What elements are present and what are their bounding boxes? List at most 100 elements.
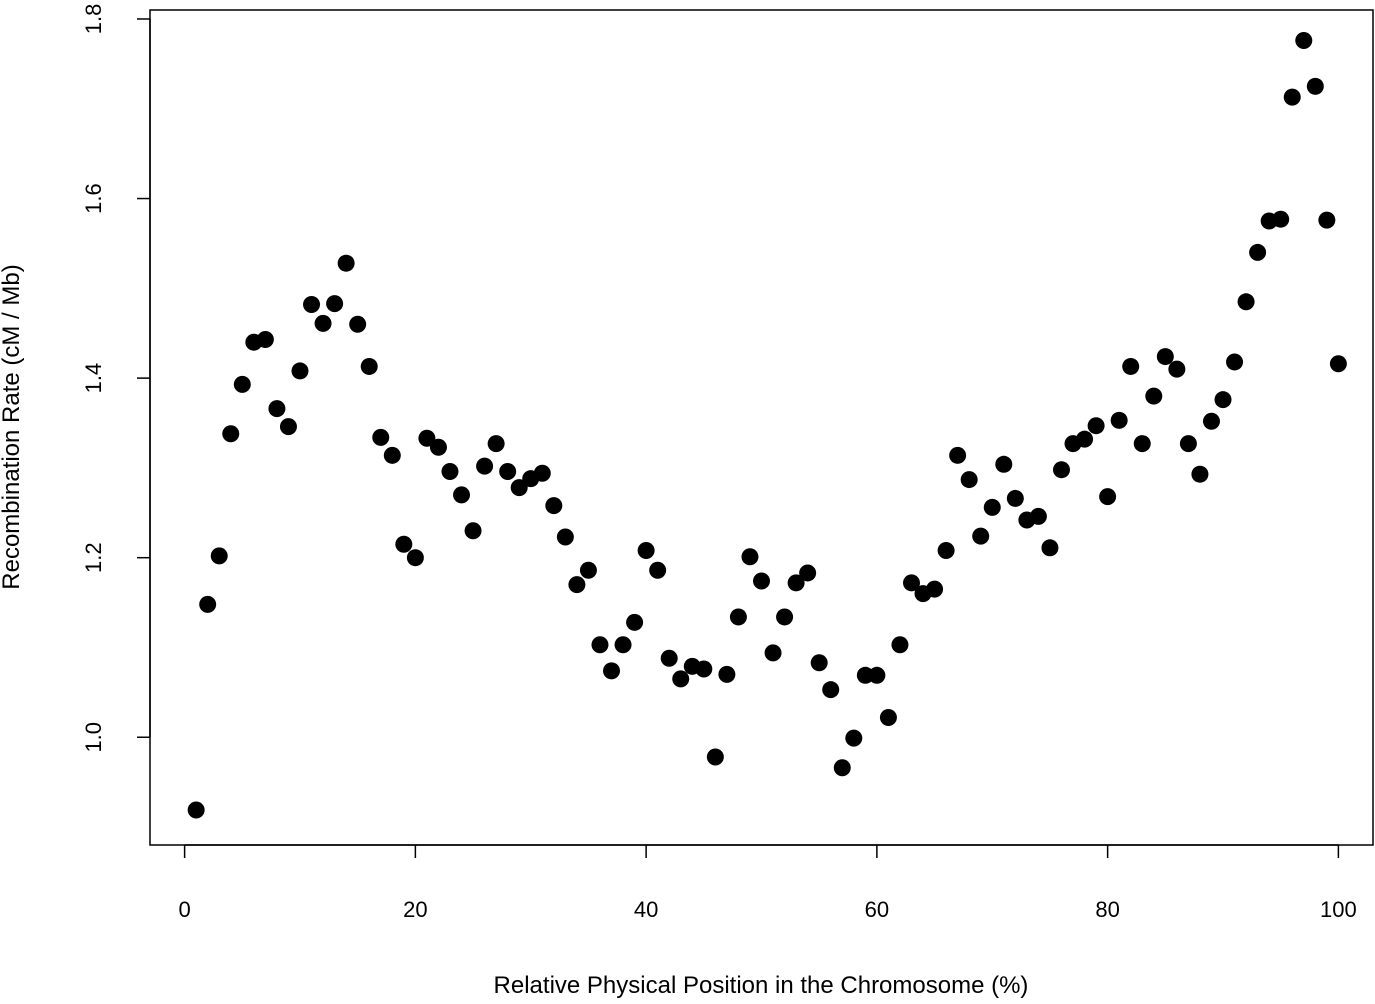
data-point bbox=[995, 455, 1013, 473]
data-point bbox=[1052, 461, 1070, 479]
data-point bbox=[1122, 357, 1140, 375]
data-point bbox=[579, 561, 597, 579]
data-point bbox=[349, 315, 367, 333]
data-point bbox=[372, 428, 390, 446]
data-point bbox=[833, 759, 851, 777]
x-tick-label: 80 bbox=[1095, 897, 1119, 922]
data-point bbox=[1329, 355, 1347, 373]
data-point bbox=[891, 636, 909, 654]
data-point bbox=[949, 446, 967, 464]
y-tick-label: 1.6 bbox=[81, 183, 106, 214]
x-tick-label: 60 bbox=[865, 897, 889, 922]
data-point bbox=[222, 425, 240, 443]
data-point bbox=[556, 528, 574, 546]
data-point bbox=[1202, 412, 1220, 430]
data-point bbox=[741, 548, 759, 566]
data-point bbox=[568, 576, 586, 594]
x-axis: 0 20 40 60 80 100 bbox=[178, 844, 1357, 922]
data-point bbox=[1087, 417, 1105, 435]
data-point bbox=[1168, 360, 1186, 378]
data-point bbox=[1076, 430, 1094, 448]
x-tick-label: 100 bbox=[1320, 897, 1357, 922]
data-point bbox=[718, 665, 736, 683]
data-point bbox=[972, 527, 990, 545]
data-point bbox=[660, 649, 678, 667]
data-point bbox=[776, 608, 794, 626]
data-point bbox=[1110, 411, 1128, 429]
data-point bbox=[326, 295, 344, 313]
data-point bbox=[753, 572, 770, 590]
data-point bbox=[729, 608, 747, 626]
data-point bbox=[603, 662, 621, 680]
data-point bbox=[672, 670, 690, 688]
x-tick-label: 0 bbox=[178, 897, 190, 922]
data-point bbox=[937, 542, 955, 560]
data-point bbox=[1145, 387, 1163, 405]
data-point bbox=[406, 549, 424, 567]
data-point bbox=[360, 357, 378, 375]
data-point bbox=[383, 446, 401, 464]
data-point bbox=[441, 462, 459, 480]
data-point bbox=[1295, 32, 1313, 50]
data-point bbox=[1318, 211, 1336, 229]
data-point bbox=[429, 438, 447, 456]
data-point bbox=[268, 400, 286, 418]
plot-frame bbox=[149, 9, 1374, 846]
data-point bbox=[279, 418, 297, 436]
data-point bbox=[487, 435, 505, 453]
x-tick-label: 40 bbox=[634, 897, 658, 922]
data-point bbox=[464, 522, 482, 540]
data-point bbox=[314, 314, 332, 332]
data-point bbox=[453, 486, 471, 504]
data-point bbox=[1306, 77, 1324, 95]
data-point bbox=[1214, 391, 1232, 409]
y-tick-label: 1.8 bbox=[81, 4, 106, 35]
data-point bbox=[1133, 435, 1151, 453]
data-point bbox=[476, 457, 494, 475]
data-point bbox=[1099, 488, 1117, 506]
data-point bbox=[822, 681, 840, 699]
data-point bbox=[210, 547, 228, 565]
data-point bbox=[799, 564, 817, 582]
y-tick-label: 1.0 bbox=[81, 722, 106, 753]
data-point bbox=[1191, 465, 1209, 483]
data-point bbox=[649, 561, 667, 579]
data-point bbox=[879, 709, 897, 727]
data-point bbox=[1006, 489, 1024, 507]
x-axis-title: Relative Physical Position in the Chromo… bbox=[494, 972, 1029, 999]
data-point bbox=[1029, 507, 1047, 525]
data-point bbox=[1226, 353, 1244, 371]
data-point bbox=[1249, 243, 1267, 261]
data-point bbox=[1237, 293, 1255, 311]
data-point bbox=[499, 462, 517, 480]
data-point bbox=[810, 654, 828, 672]
data-point bbox=[764, 644, 782, 662]
data-point bbox=[510, 479, 528, 497]
data-point bbox=[868, 666, 886, 684]
data-point bbox=[1179, 435, 1197, 453]
data-point bbox=[395, 535, 413, 553]
data-point bbox=[1272, 210, 1290, 228]
data-point bbox=[960, 471, 978, 489]
data-point bbox=[591, 636, 609, 654]
y-axis: 1.0 1.2 1.4 1.6 1.8 bbox=[81, 4, 151, 753]
data-point bbox=[787, 574, 805, 592]
y-axis-title: Recombination Rate (cM / Mb) bbox=[0, 264, 25, 589]
y-tick-label: 1.4 bbox=[81, 363, 106, 394]
data-point bbox=[614, 636, 632, 654]
data-points bbox=[187, 32, 1347, 819]
x-tick-label: 20 bbox=[403, 897, 427, 922]
data-point bbox=[845, 729, 863, 747]
data-point bbox=[303, 295, 321, 313]
data-point bbox=[926, 580, 944, 598]
data-point bbox=[902, 574, 920, 592]
data-point bbox=[337, 254, 355, 272]
data-point bbox=[545, 497, 563, 515]
data-point bbox=[1041, 539, 1059, 557]
data-point bbox=[418, 429, 436, 447]
data-point bbox=[533, 464, 551, 482]
data-point bbox=[637, 542, 655, 560]
data-point bbox=[1156, 348, 1174, 366]
y-tick-label: 1.2 bbox=[81, 542, 106, 573]
